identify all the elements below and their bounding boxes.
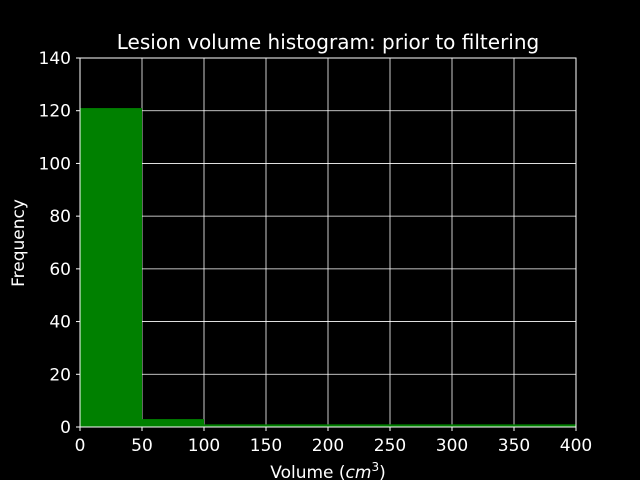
histogram-bar-1 — [142, 419, 204, 427]
x-axis-ticks: 0 50 100 150 200 250 300 350 400 — [75, 427, 592, 456]
y-tick-label-1: 20 — [49, 365, 71, 385]
histogram-bar-0 — [80, 108, 142, 427]
grid-lines — [79, 57, 577, 428]
y-tick-label-0: 0 — [60, 418, 71, 438]
x-tick-label-4: 200 — [312, 436, 344, 456]
y-tick-label-4: 80 — [49, 207, 71, 227]
x-axis-label: Volume (cm3) — [270, 460, 385, 480]
x-axis-label-unit: cm — [346, 463, 372, 480]
x-tick-label-7: 350 — [498, 436, 530, 456]
x-tick-label-0: 0 — [75, 436, 86, 456]
x-axis-label-text: Volume ( — [270, 463, 345, 480]
x-tick-label-2: 100 — [188, 436, 220, 456]
x-tick-label-1: 50 — [131, 436, 153, 456]
x-axis-label-close: ) — [379, 463, 386, 480]
chart-title: Lesion volume histogram: prior to filter… — [117, 30, 539, 54]
y-tick-label-6: 120 — [39, 102, 71, 122]
y-tick-label-2: 40 — [49, 313, 71, 333]
y-axis-ticks: 0 20 40 60 80 100 120 140 — [39, 49, 80, 438]
x-tick-label-6: 300 — [436, 436, 468, 456]
y-axis-label: Frequency — [9, 199, 29, 287]
y-tick-label-3: 60 — [49, 260, 71, 280]
histogram-bar-3 — [266, 424, 328, 427]
histogram-bars — [80, 108, 576, 427]
histogram-bar-4 — [328, 424, 390, 427]
histogram-bar-2 — [204, 424, 266, 427]
x-axis-label-exponent: 3 — [371, 460, 379, 474]
y-tick-label-7: 140 — [39, 49, 71, 69]
x-tick-label-3: 150 — [250, 436, 282, 456]
histogram-bar-6 — [452, 424, 514, 427]
x-tick-label-8: 400 — [560, 436, 592, 456]
x-tick-label-5: 250 — [374, 436, 406, 456]
histogram-bar-5 — [390, 424, 452, 427]
y-tick-label-5: 100 — [39, 154, 71, 174]
histogram-bar-7 — [514, 424, 576, 427]
